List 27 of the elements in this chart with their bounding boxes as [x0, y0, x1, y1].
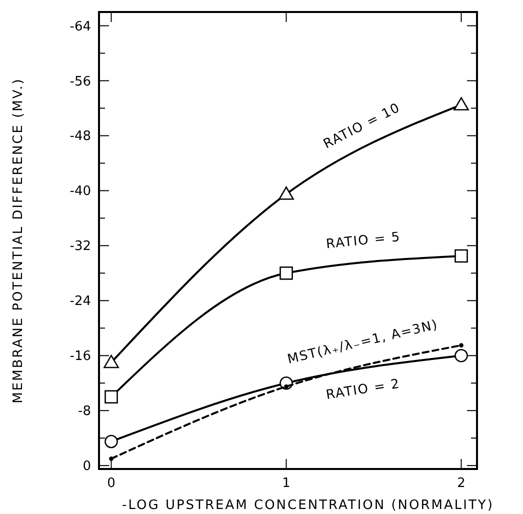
y-tick-label: 0 [82, 459, 91, 474]
point [104, 390, 118, 404]
point [104, 434, 118, 448]
x-tick-label: 2 [457, 476, 466, 491]
point [459, 343, 464, 348]
y-axis-title: MEMBRANE POTENTIAL DIFFERENCE (MV.) [11, 78, 26, 404]
y-tick-label: -24 [70, 294, 91, 310]
point [454, 249, 468, 263]
x-tick-label: 0 [107, 476, 116, 491]
y-tick-label: -48 [70, 129, 91, 144]
x-tick-label: 1 [282, 476, 290, 491]
point [104, 354, 119, 368]
point [284, 384, 288, 389]
point [454, 97, 469, 110]
point [109, 456, 114, 461]
text: RATIO = 2 [325, 376, 402, 404]
y-tick-label: -8 [78, 404, 91, 420]
x-axis-title: -LOG UPSTREAM CONCENTRATION (NORMALITY) [122, 498, 494, 513]
text: RATIO = 5 [325, 230, 402, 252]
y-tick-label: -32 [70, 239, 91, 254]
point [280, 266, 293, 280]
y-tick-label: -16 [70, 349, 91, 364]
y-tick-label: -40 [70, 184, 91, 200]
point [454, 348, 468, 362]
y-tick-label: -56 [70, 74, 91, 90]
y-tick-label: -64 [70, 19, 91, 34]
point [278, 186, 294, 200]
